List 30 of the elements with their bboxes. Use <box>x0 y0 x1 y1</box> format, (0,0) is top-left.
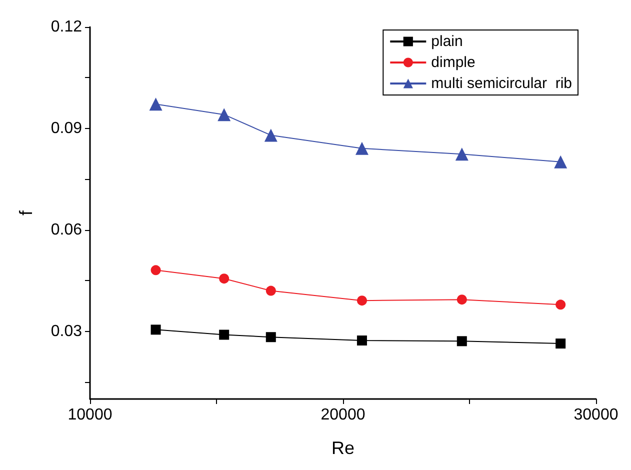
point <box>266 286 276 296</box>
point <box>150 324 161 335</box>
point <box>219 274 230 284</box>
y-axis-title: f <box>16 210 36 216</box>
point <box>556 300 566 310</box>
point <box>556 338 566 349</box>
point <box>149 98 162 111</box>
point <box>356 296 367 306</box>
point <box>456 336 467 346</box>
legend-label: plain <box>431 33 463 50</box>
y-tick-label: 0.06 <box>50 221 82 238</box>
x-tick-label: 30000 <box>574 406 618 424</box>
point <box>554 155 568 168</box>
y-tick-label: 0.03 <box>50 322 82 340</box>
point <box>355 142 368 155</box>
point <box>455 148 468 161</box>
point <box>150 265 161 276</box>
legend-label: multi semicircular rib <box>431 75 572 92</box>
x-tick-label: 10000 <box>68 406 112 424</box>
y-tick-label: 0.12 <box>50 18 82 36</box>
legend-label: dimple <box>431 54 476 71</box>
x-axis-title: Re <box>331 438 355 458</box>
point <box>264 128 278 142</box>
y-tick-label: 0.09 <box>50 120 82 137</box>
point <box>219 330 230 340</box>
point <box>218 108 231 122</box>
point <box>266 332 276 342</box>
point <box>456 294 467 305</box>
point <box>356 335 367 346</box>
x-tick-label: 20000 <box>320 406 366 424</box>
